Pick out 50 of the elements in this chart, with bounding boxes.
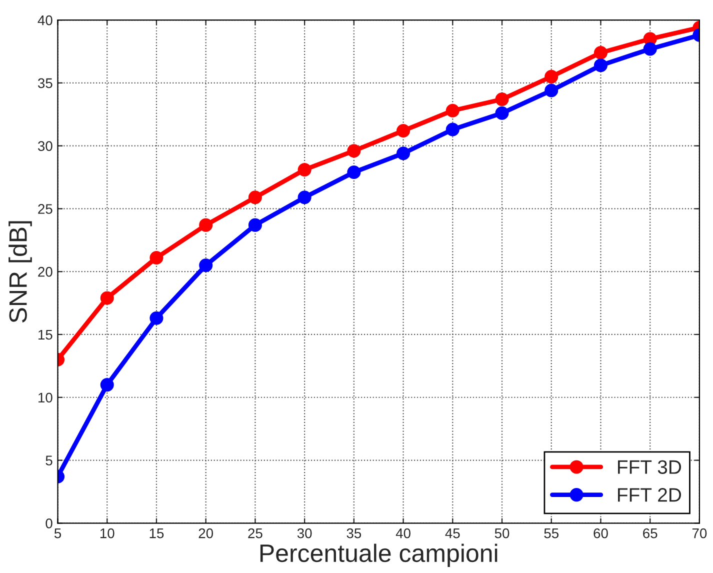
point [544, 70, 558, 84]
point [100, 291, 114, 305]
x-tick-label: 70 [692, 528, 707, 538]
x-tick-label: 50 [494, 528, 510, 538]
x-axis-title: Percentuale campioni [260, 544, 498, 568]
point [298, 190, 312, 204]
point [446, 104, 460, 118]
y-tick-label: 20 [38, 266, 52, 277]
point [495, 106, 509, 120]
point [446, 122, 460, 136]
y-tick-label: 30 [38, 141, 52, 151]
point [347, 165, 361, 180]
point [150, 250, 164, 265]
point [199, 218, 213, 232]
y-tick-label: 25 [38, 204, 52, 214]
y-tick-label: 40 [38, 15, 52, 26]
x-tick-label: 10 [100, 528, 114, 538]
point [594, 58, 608, 72]
x-tick-label: 65 [643, 528, 658, 538]
x-tick-label: 15 [150, 528, 164, 538]
x-tick-label: 25 [248, 528, 262, 538]
point [298, 162, 312, 176]
x-tick-label: 5 [54, 528, 62, 538]
x-tick-label: 20 [198, 528, 214, 538]
x-tick-label: 30 [297, 528, 312, 538]
point [199, 258, 213, 272]
y-tick-label: 35 [38, 78, 52, 88]
y-tick-label: 15 [38, 330, 52, 340]
point [396, 124, 410, 138]
point [347, 144, 361, 158]
legend-label: FFT 3D [618, 460, 682, 474]
y-tick-label: 10 [38, 392, 52, 403]
y-tick-label: 0 [46, 518, 52, 528]
point [150, 311, 164, 325]
x-tick-label: 35 [346, 528, 362, 538]
point [544, 84, 558, 98]
point [396, 146, 410, 160]
point [248, 218, 262, 232]
x-tick-label: 45 [445, 528, 460, 538]
x-tick-label: 60 [594, 528, 608, 538]
point [594, 46, 608, 60]
point [643, 42, 657, 56]
point [495, 92, 509, 106]
x-tick-label: 40 [396, 528, 410, 538]
x-tick-label: 55 [544, 528, 559, 538]
point [100, 378, 114, 392]
y-tick-label: 5 [46, 456, 52, 466]
point [248, 190, 262, 204]
y-axis-title: SNR [dB] [8, 221, 32, 323]
legend-label: FFT 2D [618, 488, 682, 502]
